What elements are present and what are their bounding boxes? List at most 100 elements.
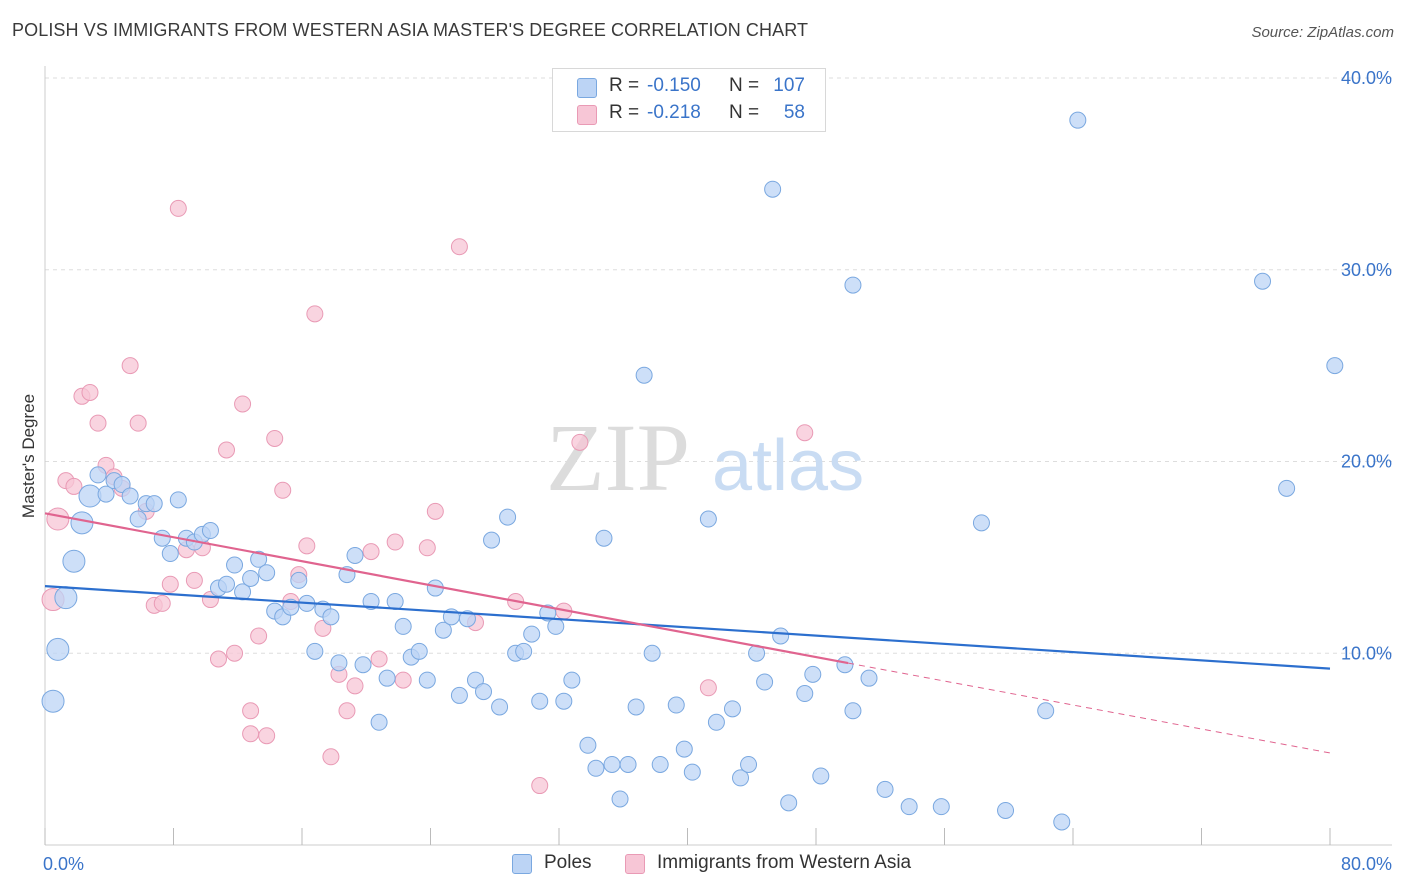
poles-point <box>844 702 862 720</box>
wa-point <box>65 477 83 495</box>
poles-point <box>667 696 685 714</box>
watermark-atlas: atlas <box>712 426 864 506</box>
poles-legend-swatch <box>512 854 532 874</box>
wa-point <box>169 199 187 217</box>
poles-point <box>723 700 741 718</box>
stats-legend: R = -0.150 N = 107 R = -0.218 N = 58 <box>552 68 826 132</box>
y-axis-title: Master's Degree <box>19 394 38 518</box>
poles-point <box>41 689 65 713</box>
wa-point <box>346 677 364 695</box>
poles-point <box>844 276 862 294</box>
poles-point <box>113 476 131 494</box>
poles-point <box>258 564 276 582</box>
poles-point <box>153 529 171 547</box>
watermark-zip: ZIP <box>546 404 690 511</box>
wa-point <box>218 441 236 459</box>
poles-point <box>932 798 950 816</box>
wa-point <box>258 727 276 745</box>
poles-point <box>1278 479 1296 497</box>
wa-point <box>242 725 260 743</box>
poles-point <box>54 586 78 610</box>
poles-point <box>161 545 179 563</box>
poles-point <box>587 759 605 777</box>
poles-point <box>595 529 613 547</box>
wa-point <box>386 533 404 551</box>
wa-point <box>226 644 244 662</box>
poles-point <box>121 487 139 505</box>
wa-point <box>796 424 814 442</box>
chart-title: POLISH VS IMMIGRANTS FROM WESTERN ASIA M… <box>12 20 809 40</box>
poles-trendline <box>44 585 1331 670</box>
poles-point <box>1037 702 1055 720</box>
legend-item-wa[interactable]: Immigrants from Western Asia <box>625 852 945 876</box>
y-tick-label: 40.0% <box>1341 68 1392 88</box>
poles-point <box>555 692 573 710</box>
poles-point <box>62 549 86 573</box>
poles-point <box>683 763 701 781</box>
poles-point <box>250 550 268 568</box>
r-label: R = <box>609 75 640 96</box>
wa-swatch <box>577 105 597 125</box>
poles-point <box>997 801 1015 819</box>
x-tick-label-min: 0.0% <box>43 854 84 874</box>
wa-point <box>531 777 549 795</box>
y-tick-label: 30.0% <box>1341 260 1392 280</box>
poles-swatch <box>577 78 597 98</box>
n-label: N = <box>729 75 760 96</box>
wa-point <box>699 679 717 697</box>
poles-point <box>651 755 669 773</box>
poles-point <box>450 686 468 704</box>
chart-source: Source: ZipAtlas.com <box>1251 24 1394 41</box>
poles-point <box>547 617 565 635</box>
wa-point <box>81 383 99 401</box>
poles-point <box>756 673 774 691</box>
legend-item-poles[interactable]: Poles <box>512 852 612 876</box>
trendlines <box>44 512 1331 754</box>
wa-point <box>314 619 332 637</box>
wa-legend-label: Immigrants from Western Asia <box>657 852 912 873</box>
poles-point <box>306 642 324 660</box>
poles-point <box>699 510 717 528</box>
poles-point <box>603 755 621 773</box>
wa-point <box>209 650 227 668</box>
r-value: -0.218 <box>647 102 701 123</box>
poles-point <box>491 698 509 716</box>
n-value: 58 <box>783 102 805 123</box>
poles-points <box>41 111 1344 831</box>
poles-point <box>523 625 541 643</box>
poles-point <box>515 642 533 660</box>
wa-point <box>338 702 356 720</box>
wa-point <box>298 537 316 555</box>
poles-point <box>346 546 364 564</box>
poles-point <box>46 637 70 661</box>
wa-point <box>234 395 252 413</box>
wa-point <box>129 414 147 432</box>
poles-point <box>434 621 452 639</box>
poles-point <box>531 692 549 710</box>
wa-point <box>161 575 179 593</box>
wa-point <box>185 571 203 589</box>
wa-point <box>370 650 388 668</box>
wa-point <box>250 627 268 645</box>
poles-point <box>89 466 107 484</box>
poles-legend-label: Poles <box>544 852 592 873</box>
poles-point <box>418 671 436 689</box>
wa-point <box>426 502 444 520</box>
poles-point <box>627 698 645 716</box>
wa-point <box>266 429 284 447</box>
x-tick-label-max: 80.0% <box>1341 854 1392 874</box>
wa-point <box>242 702 260 720</box>
poles-point <box>129 510 147 528</box>
y-tick-label: 10.0% <box>1341 643 1392 663</box>
poles-point <box>322 608 340 626</box>
wa-point <box>274 481 292 499</box>
poles-point <box>635 366 653 384</box>
poles-point <box>675 740 693 758</box>
poles-point <box>97 485 115 503</box>
wa-legend-swatch <box>625 854 645 874</box>
poles-point <box>1069 111 1087 129</box>
poles-point <box>386 592 404 610</box>
poles-point <box>290 571 308 589</box>
wa-trendline-extension <box>848 662 1331 754</box>
